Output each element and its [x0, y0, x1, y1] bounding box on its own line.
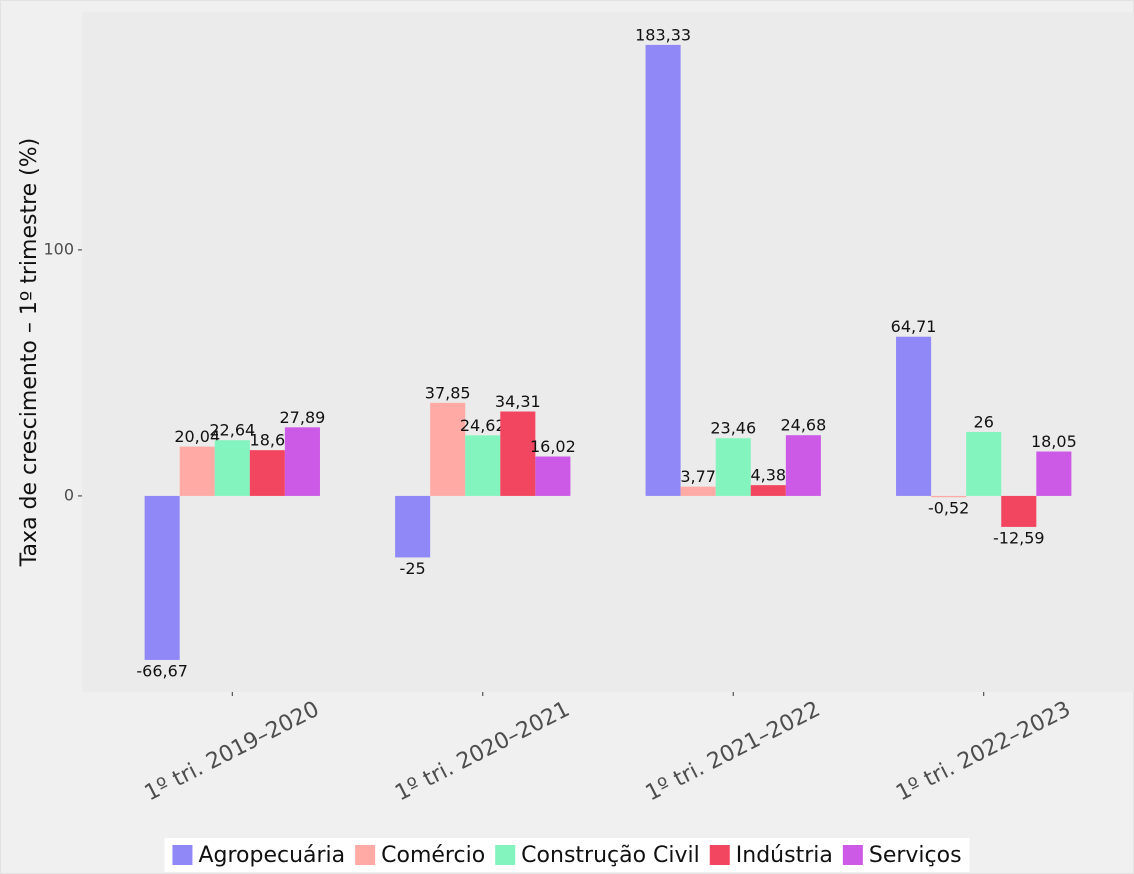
bar	[785, 435, 821, 496]
legend-label: Indústria	[736, 843, 833, 868]
value-label: 24,62	[460, 416, 506, 435]
value-label: 18,05	[1031, 432, 1077, 451]
bar	[395, 495, 431, 558]
value-label: -12,59	[993, 528, 1045, 547]
value-label: 23,46	[710, 419, 756, 438]
bar	[179, 446, 215, 496]
bar	[1036, 451, 1072, 496]
bar	[500, 411, 536, 496]
value-label: 27,89	[280, 408, 326, 427]
bar	[896, 336, 932, 496]
bar	[535, 456, 571, 496]
value-label: 37,85	[425, 383, 471, 402]
bar	[931, 495, 967, 498]
bar	[680, 486, 716, 496]
value-label: -25	[400, 559, 426, 578]
bar	[249, 450, 285, 496]
legend-key	[842, 845, 863, 865]
bar	[966, 431, 1002, 496]
value-label: 4,38	[750, 466, 786, 485]
value-label: 183,33	[635, 25, 691, 44]
bar	[1001, 495, 1037, 527]
value-label: 34,31	[495, 392, 541, 411]
bar	[430, 402, 466, 496]
value-label: 64,71	[891, 317, 937, 336]
legend-label: Agropecuária	[198, 843, 345, 868]
legend-key	[172, 845, 193, 865]
bar	[465, 435, 501, 496]
value-label: 18,6	[250, 431, 286, 450]
bar	[144, 495, 180, 660]
y-tick-label: 0	[64, 485, 74, 504]
y-axis-title: Taxa de crescimento – 1º trimestre (%)	[17, 138, 42, 567]
legend-label: Comércio	[381, 843, 485, 868]
y-tick-label: 100	[43, 239, 74, 258]
legend-key	[495, 845, 516, 865]
value-label: 26	[974, 412, 994, 431]
legend-label: Construção Civil	[521, 843, 700, 868]
value-label: -0,52	[928, 499, 969, 518]
value-label: 3,77	[680, 467, 716, 486]
value-label: 22,64	[209, 421, 255, 440]
bar	[750, 485, 786, 496]
bar	[284, 427, 320, 496]
value-label: 20,04	[174, 427, 220, 446]
bar	[715, 438, 751, 496]
bar	[214, 440, 250, 496]
value-label: 24,68	[780, 416, 826, 435]
value-label: 16,02	[530, 437, 576, 456]
legend: Agropecuária Comércio Construção Civil Indú…	[172, 843, 962, 868]
legend-key	[355, 845, 376, 865]
bar	[645, 44, 681, 496]
legend-box	[164, 838, 970, 872]
legend-label: Serviços	[869, 843, 962, 868]
legend-key	[709, 845, 730, 865]
panel	[82, 12, 1134, 692]
value-label: -66,67	[136, 661, 188, 680]
